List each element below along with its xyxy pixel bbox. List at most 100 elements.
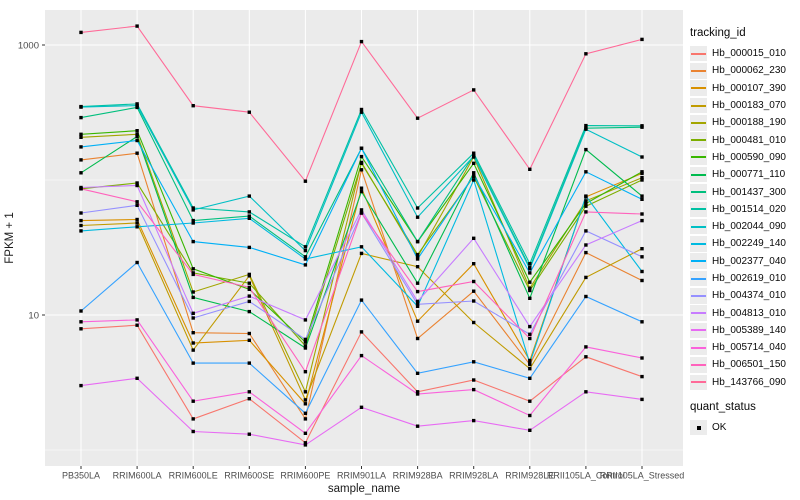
- data-point: [528, 167, 532, 171]
- ok-square-icon: [696, 425, 701, 430]
- data-point: [472, 171, 476, 175]
- legend-key: [690, 288, 707, 304]
- data-point: [359, 405, 364, 409]
- data-point: [79, 171, 83, 175]
- plot-panel: [45, 10, 683, 466]
- data-point: [472, 299, 476, 303]
- data-point: [528, 286, 532, 290]
- legend-item: Hb_143766_090: [690, 374, 800, 391]
- data-point: [359, 298, 364, 302]
- data-point: [528, 336, 532, 341]
- data-point: [584, 210, 588, 214]
- data-point: [415, 299, 420, 304]
- data-point: [79, 30, 83, 35]
- data-point: [191, 316, 195, 320]
- data-point: [528, 280, 532, 284]
- data-point: [135, 129, 139, 133]
- data-point: [303, 346, 308, 350]
- legend-key: [690, 132, 707, 148]
- data-point: [415, 336, 420, 341]
- x-tick-label: RRIM600LA: [113, 471, 162, 481]
- legend-item: Hb_000590_090: [690, 149, 800, 166]
- legend-label: Hb_005714_040: [712, 342, 786, 354]
- legend-label: Hb_005389_140: [712, 324, 786, 336]
- data-point: [528, 267, 532, 271]
- data-point: [247, 110, 251, 114]
- data-point: [247, 397, 251, 401]
- x-tick-label: RRIM600PE: [280, 471, 330, 481]
- x-tick-label: RRIM600SE: [224, 471, 274, 481]
- legend-key: [690, 80, 707, 96]
- data-point: [640, 124, 644, 128]
- legend-label: Hb_000590_090: [712, 151, 786, 163]
- legend-key: [690, 115, 707, 131]
- legend-item: Hb_002377_040: [690, 253, 800, 270]
- data-point: [303, 248, 308, 253]
- data-point: [528, 367, 532, 371]
- data-point: [191, 417, 195, 421]
- data-point: [528, 262, 532, 266]
- data-point: [472, 236, 476, 240]
- legend-key-line: [691, 156, 706, 159]
- data-point: [359, 353, 364, 358]
- data-point: [415, 371, 420, 375]
- data-point: [79, 145, 83, 149]
- data-point: [135, 102, 139, 106]
- legend-key-line: [691, 242, 706, 245]
- data-point: [640, 197, 644, 201]
- data-point: [415, 302, 420, 306]
- data-point: [528, 296, 532, 300]
- data-point: [640, 178, 644, 182]
- data-point: [79, 223, 83, 228]
- data-point: [303, 340, 308, 344]
- data-point: [303, 411, 308, 415]
- data-point: [415, 265, 420, 269]
- data-point: [359, 330, 364, 334]
- data-point: [191, 239, 195, 244]
- data-point: [191, 399, 195, 403]
- legend-key-line: [691, 329, 706, 332]
- legend-items: Hb_000015_010 Hb_000062_230 Hb_000107_390 H…: [690, 45, 800, 391]
- data-point: [415, 392, 420, 396]
- legend-item: Hb_002044_090: [690, 218, 800, 235]
- legend-key: [690, 374, 707, 391]
- data-point: [303, 398, 308, 402]
- legend-item: Hb_000107_390: [690, 80, 800, 97]
- data-point: [472, 320, 476, 325]
- data-point: [584, 52, 588, 56]
- data-point: [640, 247, 644, 251]
- data-point: [584, 229, 588, 233]
- data-point: [191, 208, 195, 212]
- data-point: [247, 338, 251, 342]
- data-point: [472, 387, 476, 392]
- legend-label: Hb_000771_110: [712, 169, 786, 181]
- legend-key: [690, 97, 707, 114]
- data-point: [135, 105, 139, 110]
- data-point: [135, 138, 139, 143]
- data-point: [528, 332, 532, 336]
- data-point: [191, 331, 195, 335]
- legend-key: [690, 357, 707, 373]
- legend-key: [690, 270, 707, 287]
- data-point: [415, 424, 420, 428]
- data-point: [359, 161, 364, 165]
- chart-layer: 1000 10 PB350LA RRIM600LA RRIM600LE RRIM600SE…: [18, 10, 684, 481]
- legend-item: Hb_004374_010: [690, 287, 800, 304]
- data-point: [528, 358, 532, 363]
- x-tick-label: RRII105LA_Stressed: [600, 471, 685, 481]
- x-axis-title: sample_name: [328, 483, 400, 495]
- data-point: [135, 134, 139, 139]
- data-point: [303, 179, 308, 183]
- legend-key: [690, 236, 707, 252]
- legend-label: Hb_002619_010: [712, 273, 786, 284]
- data-point: [247, 331, 251, 336]
- legend-item: Hb_000062_230: [690, 62, 800, 79]
- x-tick-label: PB350LA: [62, 471, 100, 481]
- data-point: [359, 245, 364, 249]
- legend-label: Hb_002249_140: [712, 238, 786, 250]
- legend-label: Hb_002377_040: [712, 255, 786, 267]
- data-point: [303, 257, 308, 261]
- data-point: [415, 255, 420, 259]
- data-point: [528, 324, 532, 329]
